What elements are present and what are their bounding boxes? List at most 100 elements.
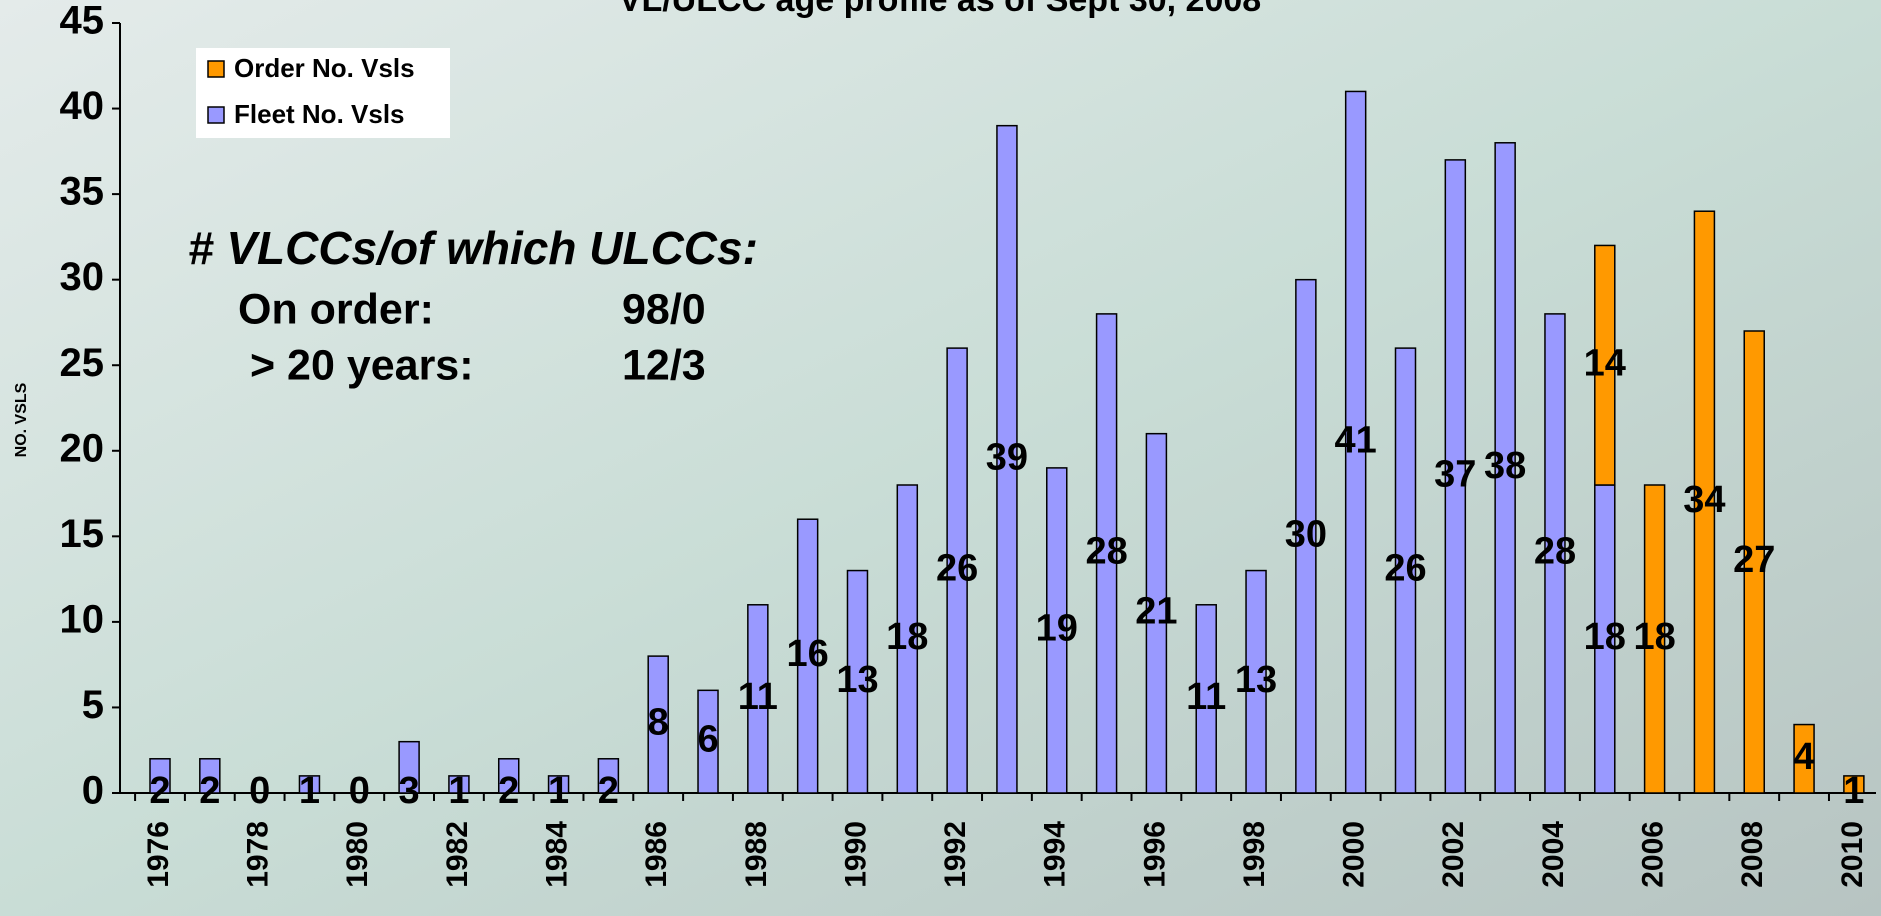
y-tick-label: 30 — [60, 255, 105, 299]
x-tick-label: 2006 — [1637, 821, 1670, 888]
data-label: 41 — [1335, 419, 1377, 461]
data-label: 1 — [299, 770, 320, 812]
bar — [547, 775, 570, 794]
y-tick-label: 0 — [82, 769, 104, 813]
data-label: 14 — [1584, 342, 1626, 384]
data-label: 39 — [986, 436, 1028, 478]
legend-label: Fleet No. Vsls — [234, 99, 405, 129]
annotation: On order: — [238, 285, 434, 333]
annotation: # VLCCs/of which ULCCs: — [188, 222, 758, 274]
x-tick-label: 1996 — [1138, 821, 1171, 888]
data-label: 3 — [399, 770, 420, 812]
x-tick-label: 1978 — [242, 821, 275, 888]
data-label: 30 — [1285, 513, 1327, 555]
data-label: 26 — [1384, 548, 1426, 590]
data-label: 19 — [1036, 607, 1078, 649]
bar — [1544, 313, 1566, 794]
x-tick-label: 1988 — [740, 821, 773, 888]
data-label: 16 — [787, 633, 829, 675]
bar — [1793, 723, 1815, 794]
data-label: 34 — [1683, 479, 1725, 521]
y-tick-label: 45 — [60, 0, 105, 43]
bar — [796, 518, 819, 794]
bar — [1046, 467, 1068, 794]
y-tick-label: 20 — [60, 426, 105, 470]
bar — [747, 604, 769, 794]
bar — [448, 775, 470, 794]
bar — [1494, 142, 1516, 794]
bar — [697, 689, 719, 794]
x-tick-label: 1980 — [341, 821, 374, 888]
bar — [846, 569, 869, 794]
bar — [1095, 313, 1118, 794]
annotation: 12/3 — [622, 341, 706, 389]
data-label: 2 — [149, 770, 170, 812]
data-label: 0 — [349, 770, 370, 812]
data-label: 11 — [1186, 676, 1226, 718]
data-label: 28 — [1085, 530, 1127, 572]
legend-swatch — [207, 106, 225, 124]
data-label: 27 — [1733, 539, 1775, 581]
annotation: > 20 years: — [250, 341, 474, 389]
bar — [1594, 244, 1616, 486]
bar — [1743, 330, 1765, 794]
data-label: 8 — [648, 702, 669, 744]
data-label: 26 — [936, 548, 978, 590]
x-tick-label: 2010 — [1836, 821, 1869, 888]
bar — [1693, 210, 1716, 794]
data-label: 4 — [1793, 736, 1814, 778]
data-label: 18 — [886, 616, 928, 658]
x-tick-label: 2004 — [1537, 821, 1570, 888]
legend-box — [196, 48, 450, 138]
y-tick-label: 5 — [82, 683, 104, 727]
annotation: 98/0 — [622, 285, 706, 333]
data-label: 13 — [1235, 659, 1277, 701]
data-label: 28 — [1534, 530, 1576, 572]
data-label: 37 — [1434, 453, 1476, 495]
x-tick-label: 1994 — [1039, 821, 1072, 888]
x-tick-label: 1984 — [540, 821, 573, 888]
y-tick-label: 15 — [60, 512, 105, 556]
bar — [398, 740, 420, 794]
bar — [1195, 604, 1217, 794]
x-tick-label: 1998 — [1238, 821, 1271, 888]
bar — [896, 484, 919, 794]
bar — [647, 655, 669, 794]
data-label: 6 — [697, 719, 718, 761]
y-tick-label: 40 — [60, 84, 105, 128]
x-tick-label: 1982 — [441, 821, 474, 888]
x-tick-label: 2008 — [1736, 821, 1769, 888]
bar — [1643, 484, 1666, 794]
x-tick-label: 1992 — [939, 821, 972, 888]
data-label: 11 — [738, 676, 778, 718]
bar — [1145, 432, 1168, 794]
data-label: 1 — [1843, 770, 1864, 812]
data-label: 2 — [498, 770, 519, 812]
x-tick-label: 2002 — [1437, 821, 1470, 888]
bar — [497, 758, 520, 794]
bar — [298, 775, 321, 794]
chart-title: VL/ULCC age profile as of Sept 30, 2008 — [619, 0, 1261, 19]
x-tick-label: 2000 — [1338, 821, 1371, 888]
y-tick-label: 25 — [60, 341, 105, 385]
data-label: 2 — [598, 770, 619, 812]
legend-swatch — [207, 60, 225, 78]
data-label: 1 — [548, 770, 569, 812]
bar — [1843, 775, 1865, 794]
bar — [1444, 159, 1467, 794]
bar — [1295, 278, 1317, 794]
y-tick-label: 35 — [60, 170, 105, 214]
bar — [1344, 90, 1367, 794]
legend-label: Order No. Vsls — [234, 53, 415, 83]
data-label: 0 — [249, 770, 270, 812]
y-axis-label: NO. VSLS — [13, 382, 30, 457]
bar — [1245, 569, 1267, 794]
data-label: 2 — [199, 770, 220, 812]
bar — [996, 124, 1018, 794]
data-label: 38 — [1484, 445, 1526, 487]
x-tick-label: 1976 — [142, 821, 175, 888]
bar — [149, 758, 171, 794]
y-tick-label: 10 — [60, 597, 105, 641]
